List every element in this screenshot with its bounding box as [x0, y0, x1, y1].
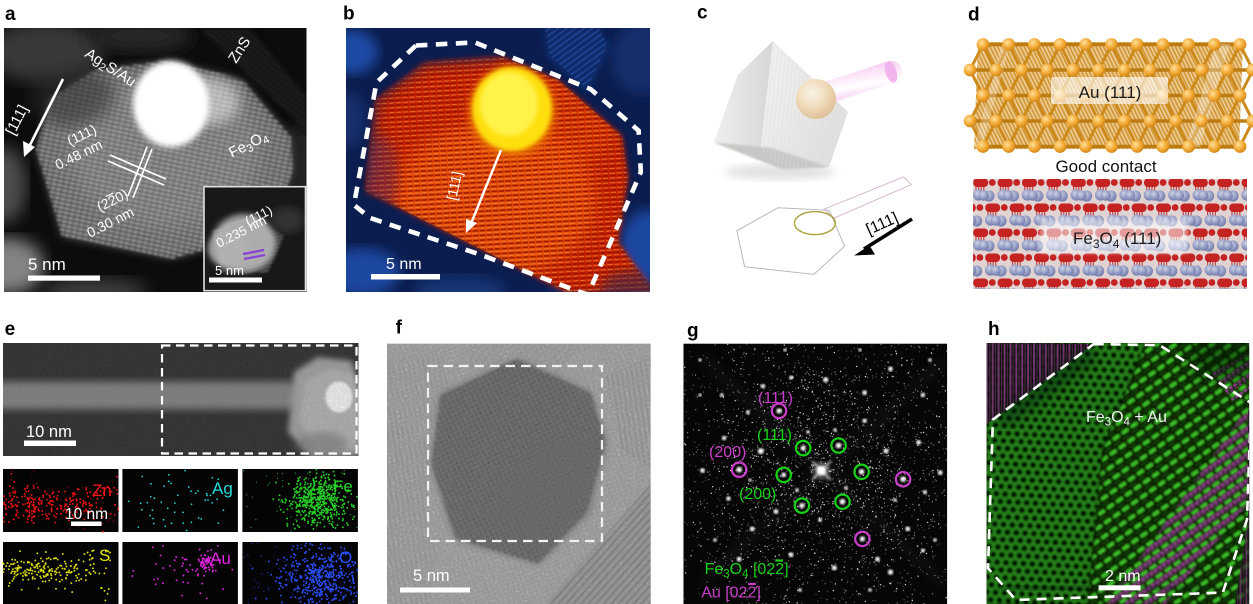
svg-text:5 nm: 5 nm: [386, 256, 422, 273]
svg-text:Ag: Ag: [212, 479, 233, 498]
svg-text:h: h: [988, 319, 1000, 340]
svg-text:g: g: [687, 321, 699, 342]
svg-text:Au [022]: Au [022]: [701, 585, 761, 602]
svg-text:Au (111): Au (111): [1079, 83, 1142, 102]
svg-text:Zn: Zn: [92, 481, 112, 500]
svg-text:10 nm: 10 nm: [26, 423, 72, 441]
svg-text:(200): (200): [739, 486, 776, 503]
svg-text:S: S: [99, 546, 110, 565]
svg-text:O: O: [339, 548, 352, 567]
svg-text:f: f: [396, 318, 403, 339]
svg-text:(111): (111): [758, 390, 793, 407]
svg-text:10 nm: 10 nm: [65, 506, 108, 523]
svg-text:(200): (200): [709, 444, 746, 461]
svg-text:5 nm: 5 nm: [215, 263, 244, 278]
svg-text:5 nm: 5 nm: [413, 567, 450, 585]
svg-text:e: e: [5, 319, 16, 340]
svg-text:5 nm: 5 nm: [28, 255, 66, 274]
svg-text:d: d: [968, 5, 980, 26]
svg-text:Au: Au: [210, 549, 231, 568]
svg-text:[111]: [111]: [443, 170, 465, 202]
svg-text:b: b: [343, 4, 355, 25]
svg-text:2 nm: 2 nm: [1105, 568, 1141, 585]
svg-text:c: c: [697, 3, 708, 24]
svg-text:a: a: [5, 4, 16, 25]
svg-text:Fe3O4 + Au: Fe3O4 + Au: [1086, 409, 1167, 429]
svg-text:Fe: Fe: [333, 477, 353, 496]
svg-text:(111): (111): [757, 427, 792, 444]
svg-text:Good contact: Good contact: [1055, 157, 1156, 176]
